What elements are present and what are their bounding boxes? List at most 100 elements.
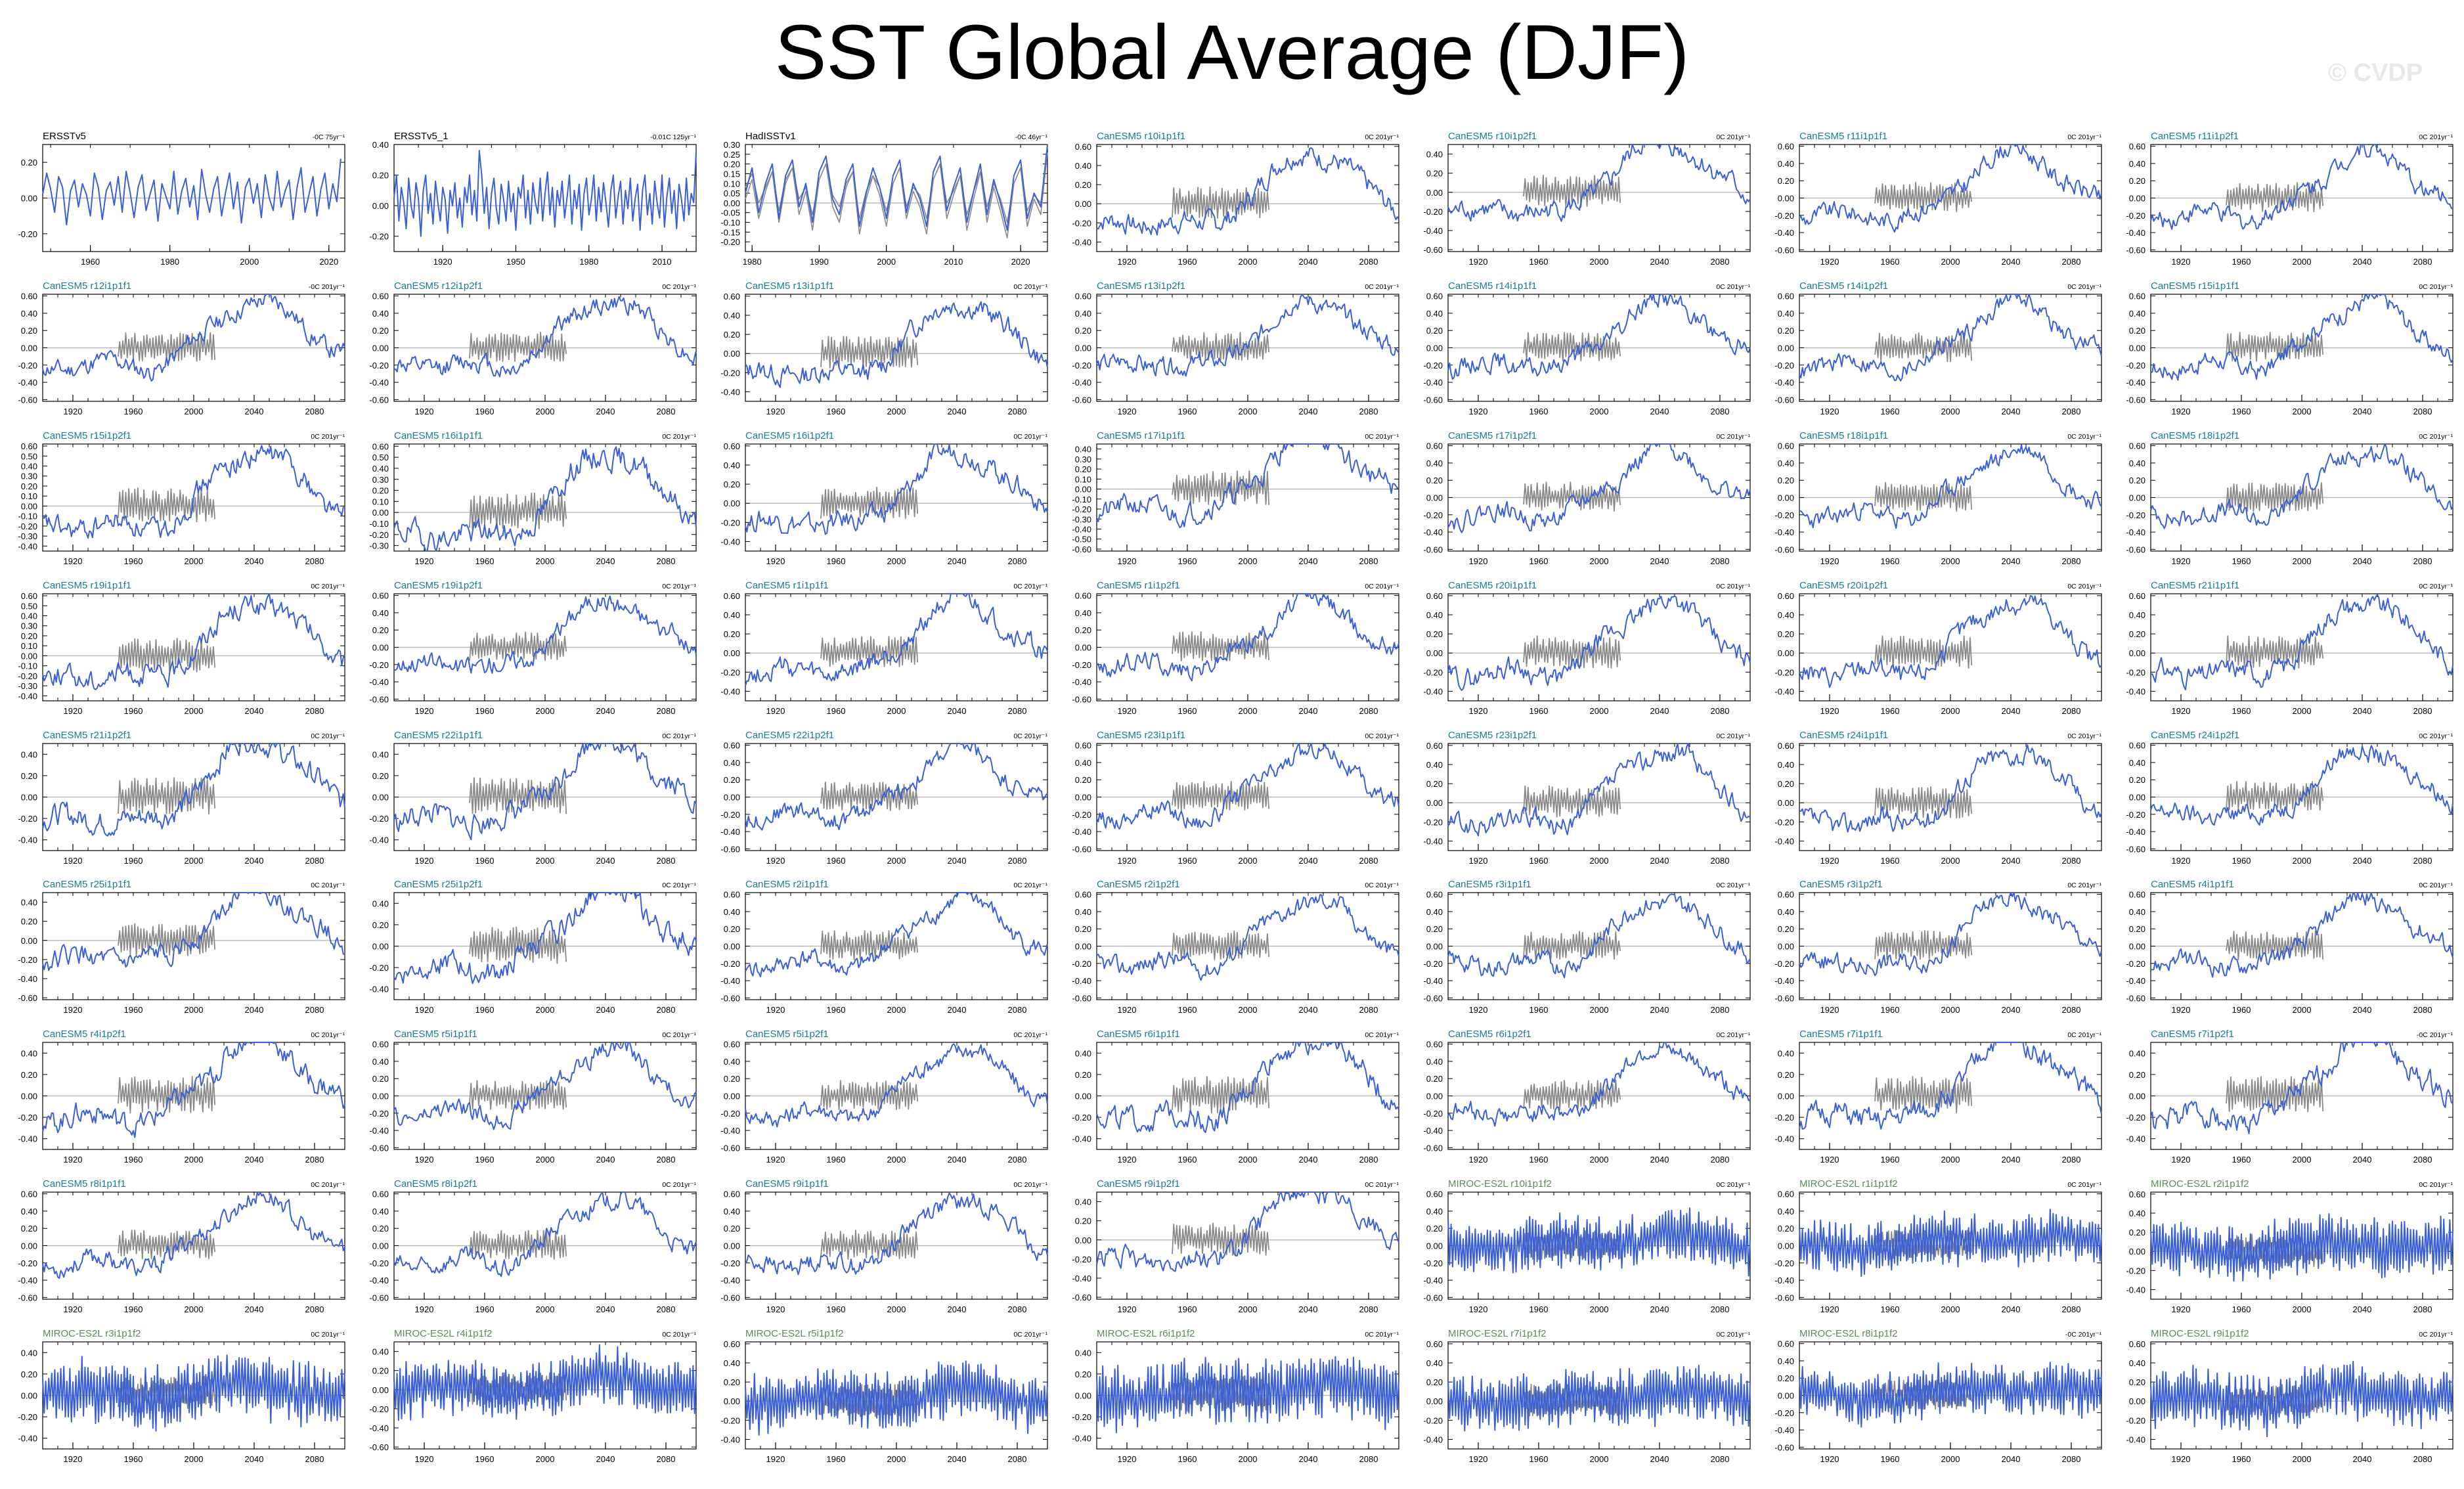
y-tick-label: -0.40 <box>1774 836 1794 846</box>
y-tick-label: 0.00 <box>21 344 37 353</box>
panel-trend: 0C 201yr⁻¹ <box>1365 1331 1399 1339</box>
x-tick-label: 2040 <box>245 1155 264 1165</box>
x-tick-label: 2000 <box>240 257 259 267</box>
y-tick-label: 0.40 <box>1778 458 1794 468</box>
panel-trend: 0C 201yr⁻¹ <box>2419 1331 2453 1339</box>
y-tick-label: 0.20 <box>2129 775 2145 785</box>
x-tick-label: 2080 <box>2413 556 2432 566</box>
x-tick-label: 2000 <box>1590 257 1609 267</box>
y-tick-label: -0.40 <box>1774 378 1794 388</box>
panel-title: CanESM5 r12i1p2f1 <box>394 280 483 292</box>
panel-trend: 0C 201yr⁻¹ <box>2419 433 2453 441</box>
y-tick-label: 0.00 <box>724 349 740 359</box>
x-tick-label: 1960 <box>2232 1304 2251 1314</box>
y-tick-label: 0.00 <box>1075 1235 1091 1245</box>
y-tick-label: -0.40 <box>1072 524 1091 534</box>
series-line <box>2150 594 2453 691</box>
y-tick-label: 0.00 <box>372 508 389 518</box>
panel-title: CanESM5 r24i1p1f1 <box>1799 730 1888 741</box>
x-tick-label: 1960 <box>124 407 143 416</box>
x-tick-label: 2000 <box>1239 407 1258 416</box>
y-tick-label: 0.40 <box>372 899 389 908</box>
panel: -0.60 -0.40 -0.20 0.00 0.20 0.40 0.60 1920 1960 2… <box>1423 1029 1751 1165</box>
x-tick-label: 2080 <box>657 706 676 716</box>
panel-trend: -0C 75yr⁻¹ <box>313 133 345 141</box>
x-tick-label: 1960 <box>1529 556 1549 566</box>
y-tick-label: -0.60 <box>369 1442 389 1452</box>
x-tick-label: 2000 <box>1239 257 1258 267</box>
x-tick-label: 2080 <box>2413 1454 2432 1464</box>
panel: -0.20 0.00 0.20 0.40 1920 1950 1980 2010 ERSSTv5… <box>369 131 697 267</box>
x-tick-label: 2000 <box>887 706 906 716</box>
y-tick-label: 0.60 <box>2129 1339 2145 1349</box>
x-tick-label: 1920 <box>766 706 785 716</box>
x-tick-label: 2040 <box>596 1304 615 1314</box>
x-tick-label: 2040 <box>2353 257 2372 267</box>
y-tick-label: 0.20 <box>21 481 37 491</box>
x-tick-label: 1960 <box>1529 1454 1549 1464</box>
y-tick-label: -0.20 <box>1072 1255 1091 1264</box>
y-tick-label: -0.40 <box>2126 827 2145 837</box>
x-tick-label: 2040 <box>596 706 615 716</box>
panel-title: MIROC-ES2L r8i1p1f2 <box>1799 1328 1898 1339</box>
y-tick-label: -0.40 <box>1774 976 1794 986</box>
panel-title: CanESM5 r14i1p2f1 <box>1799 280 1888 292</box>
obs-overlay-line <box>469 631 567 661</box>
y-tick-label: 0.00 <box>21 501 37 511</box>
x-tick-label: 2080 <box>2062 1304 2081 1314</box>
x-tick-label: 2000 <box>1941 706 1960 716</box>
plot-frame <box>745 593 1048 701</box>
panel-trend: 0C 201yr⁻¹ <box>2419 583 2453 590</box>
series-line <box>1799 144 2102 233</box>
x-tick-label: 1960 <box>827 407 846 416</box>
panel: -0.60 -0.40 -0.20 0.00 0.20 0.40 0.60 1920 1960 2… <box>369 280 697 416</box>
x-tick-label: 1980 <box>160 257 179 267</box>
y-tick-label: -0.60 <box>1072 1293 1091 1302</box>
y-tick-label: 0.60 <box>724 1339 740 1349</box>
y-tick-label: 0.20 <box>1075 924 1091 934</box>
x-tick-label: 1920 <box>1118 1005 1137 1015</box>
x-tick-label: 1960 <box>475 1005 495 1015</box>
series-line <box>1096 147 1399 236</box>
panel-title: CanESM5 r4i1p1f1 <box>2151 879 2234 890</box>
x-tick-label: 2040 <box>2002 1155 2021 1165</box>
x-tick-label: 1920 <box>415 1454 434 1464</box>
panel-trend: 0C 201yr⁻¹ <box>1013 1181 1047 1189</box>
y-tick-label: -0.20 <box>369 814 389 824</box>
obs-overlay-line <box>469 926 567 964</box>
y-tick-label: 0.00 <box>724 198 740 208</box>
y-tick-label: -0.20 <box>1423 1415 1443 1425</box>
y-tick-label: -0.20 <box>720 237 740 247</box>
x-tick-label: 2080 <box>1711 1005 1730 1015</box>
x-tick-label: 2000 <box>185 706 204 716</box>
x-tick-label: 1960 <box>1178 856 1197 866</box>
y-tick-label: 0.60 <box>724 1040 740 1050</box>
y-tick-label: -0.60 <box>720 1143 740 1153</box>
series-line <box>42 1354 345 1432</box>
x-tick-label: 1920 <box>1118 1304 1137 1314</box>
y-tick-label: 0.60 <box>1778 441 1794 451</box>
y-tick-label: 0.00 <box>2129 942 2145 952</box>
y-tick-label: 0.40 <box>372 1347 389 1357</box>
panel-title: ERSSTv5_1 <box>394 131 449 142</box>
y-tick-label: -0.40 <box>720 686 740 696</box>
panel: -0.40 -0.20 0.00 0.20 0.40 0.60 1920 1960 2000 20… <box>720 580 1048 716</box>
y-tick-label: 0.20 <box>1075 1070 1091 1080</box>
x-tick-label: 2000 <box>2293 556 2312 566</box>
x-tick-label: 2080 <box>1711 856 1730 866</box>
y-tick-label: -0.40 <box>720 1126 740 1136</box>
y-tick-label: -0.40 <box>1072 1434 1091 1444</box>
series-line <box>1096 894 1399 981</box>
y-tick-label: 0.60 <box>1426 591 1443 601</box>
x-tick-label: 2000 <box>887 1155 906 1165</box>
x-tick-label: 2040 <box>245 1005 264 1015</box>
x-tick-label: 2040 <box>2002 1005 2021 1015</box>
y-tick-label: -0.20 <box>1423 1258 1443 1268</box>
x-tick-label: 2000 <box>1941 407 1960 416</box>
obs-overlay-line <box>118 923 216 956</box>
y-tick-label: -0.30 <box>18 681 37 691</box>
y-tick-label: -0.40 <box>1774 686 1794 696</box>
y-tick-label: 0.60 <box>21 591 37 601</box>
x-tick-label: 2000 <box>887 1005 906 1015</box>
x-tick-label: 2000 <box>1590 556 1609 566</box>
